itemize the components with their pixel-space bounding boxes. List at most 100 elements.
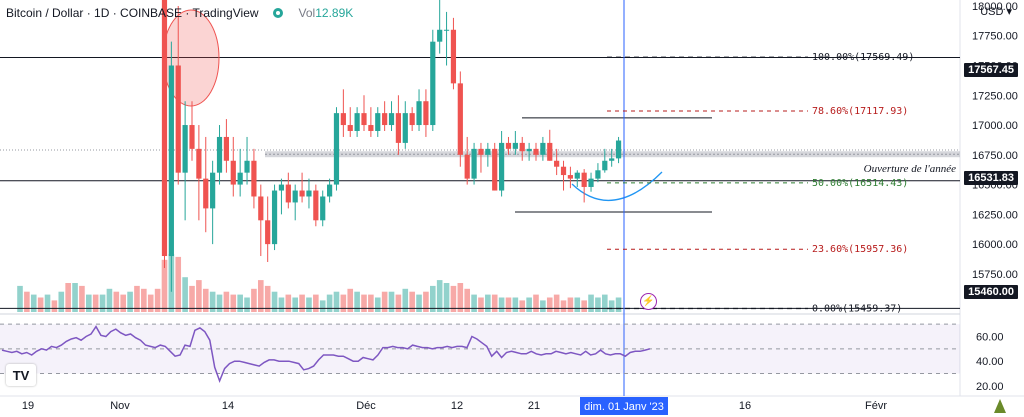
candle-body: [265, 220, 271, 245]
rsi-tick-label: 20.00: [976, 381, 1004, 393]
volume-bar: [230, 294, 237, 312]
rsi-pane: [0, 323, 960, 383]
price-tick-label: 15750.00: [972, 269, 1018, 281]
candle-body: [471, 148, 477, 179]
volume-bar: [264, 285, 271, 312]
rsi-line: [1, 325, 651, 383]
volume-bar: [457, 283, 464, 312]
candle-body: [588, 178, 594, 187]
volume-bar: [120, 294, 126, 312]
volume-bar: [540, 300, 546, 312]
price-tick-label: 16000.00: [972, 239, 1018, 251]
candle-body: [602, 160, 608, 171]
time-tick-label: 16: [739, 400, 751, 412]
volume-bar: [519, 300, 526, 312]
volume-bar: [430, 285, 436, 312]
candle-body: [285, 184, 291, 203]
time-tick-label: 21: [528, 400, 540, 412]
price-tag-bottom: 15460.00: [964, 285, 1018, 299]
candle-body: [251, 160, 257, 197]
volume-bar: [361, 294, 367, 312]
volume-bar: [491, 294, 498, 312]
volume-bar: [347, 288, 354, 312]
volume-bar: [512, 297, 519, 312]
fibonacci-levels: 100.00%(17569.49) 78.60%(17117.93) 50.00%(…: [607, 52, 914, 315]
volume-bar: [354, 291, 360, 312]
axes: 15750.0016000.0016250.0016500.0016750.00…: [22, 1, 1018, 415]
volume-bar: [24, 291, 30, 312]
candle-body: [423, 101, 429, 126]
volume-bar: [368, 294, 374, 312]
volume-bar: [271, 291, 278, 312]
volume-bar: [189, 285, 195, 312]
price-tick-label: 17750.00: [972, 31, 1018, 43]
volume-bar: [319, 300, 326, 312]
candle-body: [437, 29, 443, 42]
candle-body: [354, 113, 360, 131]
volume-bar: [299, 294, 305, 312]
candle-body: [547, 142, 553, 161]
candle-body: [230, 160, 236, 185]
candle-body: [388, 113, 395, 126]
volume-bar: [51, 300, 58, 312]
time-tick-label: Févr: [865, 400, 887, 412]
price-tick-label: 17000.00: [972, 120, 1018, 132]
rounded-bottom-arc: [571, 171, 663, 202]
price-tag-middle: 16531.83: [964, 171, 1018, 185]
volume-bar: [44, 294, 51, 312]
volume-bar: [196, 280, 202, 312]
candle-body: [595, 170, 601, 179]
candle-body: [320, 196, 326, 221]
candle-body: [395, 113, 401, 143]
candle-body: [175, 65, 181, 173]
volume-bar: [175, 256, 182, 312]
volume-bar: [485, 294, 491, 312]
candle-body: [574, 172, 580, 179]
volume-bar: [436, 280, 443, 312]
volume-bar: [161, 259, 168, 312]
candle-body: [512, 142, 518, 149]
lightning-icon[interactable]: ⚡: [640, 293, 657, 310]
time-tick-label: 14: [222, 400, 234, 412]
candle-body: [567, 175, 573, 179]
volume-bar: [595, 297, 601, 312]
candle-body: [203, 178, 209, 209]
currency-selector[interactable]: USD ▾: [980, 6, 1012, 18]
volume-bar: [258, 280, 264, 312]
candle-body: [244, 160, 250, 173]
fib-level-label: 0.00%(15459.37): [812, 304, 902, 315]
candle-body: [333, 113, 340, 185]
fib-level-label: 50.00%(16514.43): [812, 178, 908, 189]
candle-body: [526, 148, 532, 152]
candle-body: [182, 125, 188, 173]
volume-bar: [106, 288, 113, 312]
price-tag-top: 17567.45: [964, 63, 1018, 77]
time-tick-label: 19: [22, 400, 34, 412]
volume-bar: [423, 291, 429, 312]
volume-bar: [464, 288, 470, 312]
candle-body: [554, 160, 560, 167]
candle-body: [457, 83, 463, 155]
candle-body: [361, 113, 367, 126]
symbol-title[interactable]: Bitcoin / Dollar · 1D · COINBASE · Tradi…: [6, 6, 259, 20]
volume-bar: [588, 294, 594, 312]
tradingview-logo-icon[interactable]: TV: [6, 364, 36, 386]
volume-bar: [560, 300, 567, 312]
candle-body: [615, 140, 622, 159]
candle-body: [168, 65, 174, 257]
volume-bar: [223, 291, 230, 312]
volume-label: Vol: [298, 6, 316, 20]
cursor-date-badge: [580, 397, 668, 415]
volume-bar: [608, 300, 615, 312]
volume-bar: [237, 294, 243, 312]
volume-bar: [127, 291, 133, 312]
volume-bar: [37, 297, 44, 312]
price-tick-label: 18000.00: [972, 1, 1018, 13]
volume-bar: [416, 294, 422, 312]
volume-bar: [546, 297, 553, 312]
volume-bar: [141, 288, 147, 312]
candle-body: [327, 184, 333, 197]
year-open-label: Ouverture de l'année: [864, 163, 956, 175]
candle-body: [313, 190, 319, 221]
